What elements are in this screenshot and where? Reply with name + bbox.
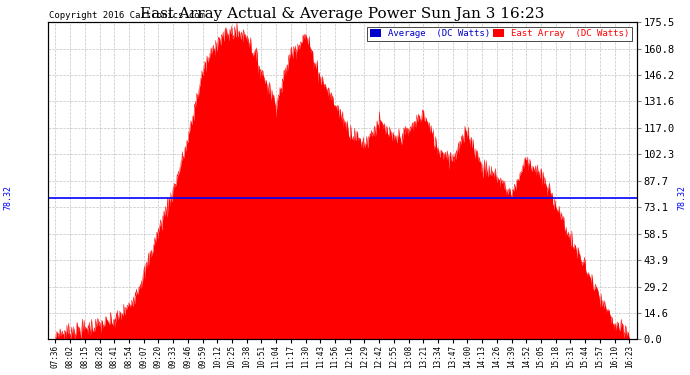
Text: Copyright 2016 Cartronics.com: Copyright 2016 Cartronics.com bbox=[48, 11, 204, 20]
Legend: Average  (DC Watts), East Array  (DC Watts): Average (DC Watts), East Array (DC Watts… bbox=[368, 27, 632, 41]
Title: East Array Actual & Average Power Sun Jan 3 16:23: East Array Actual & Average Power Sun Ja… bbox=[140, 7, 544, 21]
Text: 78.32: 78.32 bbox=[3, 185, 12, 210]
Text: 78.32: 78.32 bbox=[678, 185, 687, 210]
